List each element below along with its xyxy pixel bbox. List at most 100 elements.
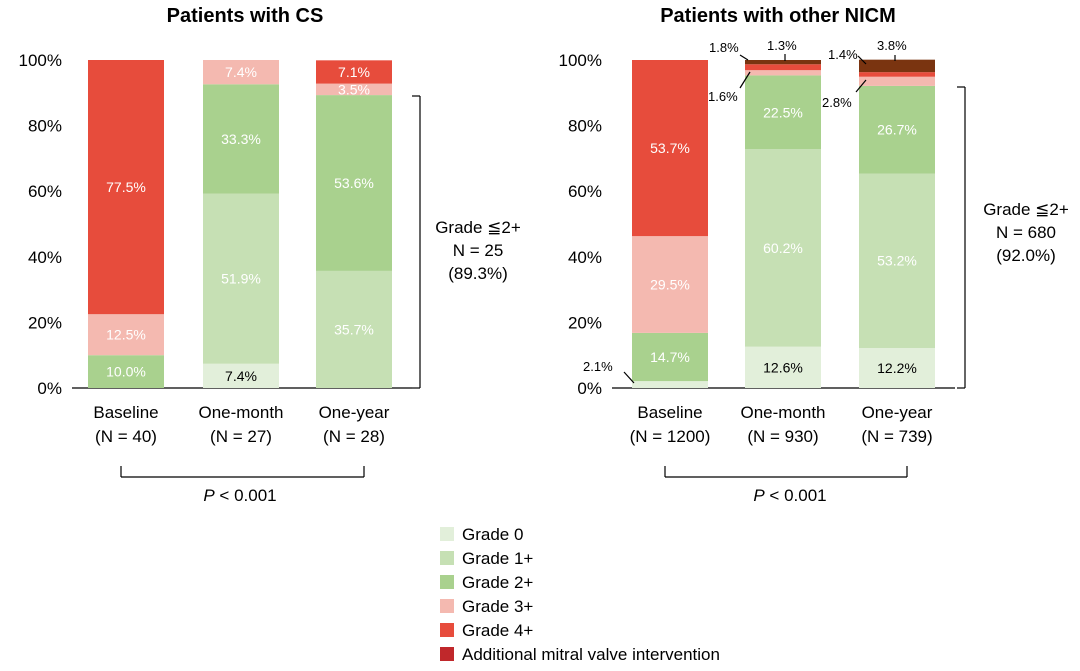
- callout-leader-oneyear-grade4: [857, 55, 867, 65]
- panel-cs-bar-0-grade-3-: [88, 314, 164, 356]
- callout-onemonth-additional: 1.3%: [767, 38, 797, 53]
- panel-cs-category-label: One-month: [198, 403, 283, 422]
- panel-nicm-category-label: One-month: [740, 403, 825, 422]
- panel-nicm-bar-1-grade-1-: [745, 149, 821, 347]
- panel-cs-category-n: (N = 28): [323, 427, 385, 446]
- legend-label-grade2: Grade 2+: [462, 573, 533, 592]
- panel-cs-category-label: Baseline: [93, 403, 158, 422]
- panel-cs-data-label: 7.4%: [225, 368, 257, 384]
- panel-cs-title: Patients with CS: [167, 5, 324, 27]
- panel-nicm-bar-1-grade-3-: [745, 70, 821, 76]
- panel-cs-pvalue-p: P: [203, 486, 215, 505]
- panel-nicm-category-n: (N = 739): [861, 427, 932, 446]
- panel-cs-data-label: 51.9%: [221, 271, 261, 287]
- panel-nicm-data-label: 53.7%: [650, 140, 690, 156]
- panel-nicm-category-label: Baseline: [637, 403, 702, 422]
- chart-marks: 0% 20% 40% 60% 80% 100% 10.0% 12.5% 77.5% Baselin…: [19, 51, 966, 478]
- panel-cs-bracket-line1: Grade ≦2+: [435, 218, 521, 237]
- panel-nicm-bar-0-grade-3-: [632, 236, 708, 333]
- panel-cs-bracket-line2: N = 25: [453, 241, 504, 260]
- panel-nicm-bracket-line3: (92.0%): [996, 246, 1056, 265]
- legend-swatch-grade1: [440, 551, 454, 565]
- panel-cs-bar-2-grade-4-: [316, 60, 392, 84]
- panel-nicm-bracket-text: Grade ≦2+ N = 680 (92.0%): [983, 200, 1069, 265]
- callout-leader-onemonth-grade4: [739, 54, 749, 61]
- panel-nicm-category-label: One-year: [862, 403, 933, 422]
- callout-onemonth-grade4: 1.8%: [709, 40, 739, 55]
- panel-cs-data-label: 12.5%: [106, 327, 146, 343]
- panel-cs-data-label: 7.1%: [338, 64, 370, 80]
- panel-nicm-bracket-line2: N = 680: [996, 223, 1056, 242]
- callout-leader-baseline: [623, 371, 635, 384]
- panel-nicm-data-label: 12.6%: [763, 359, 803, 375]
- panel-cs-bar-2-grade-2-: [316, 95, 392, 271]
- panel-cs-ytick: 40%: [28, 248, 62, 267]
- panel-nicm-data-label: 29.5%: [650, 277, 690, 293]
- panel-nicm-bar-0-grade-2-: [632, 332, 708, 382]
- panel-nicm-data-label: 60.2%: [763, 240, 803, 256]
- panel-cs-ytick: 80%: [28, 117, 62, 136]
- panel-cs-data-label: 33.3%: [221, 131, 261, 147]
- panel-cs-ytick: 20%: [28, 313, 62, 332]
- panel-cs-bracket-line3: (89.3%): [448, 264, 508, 283]
- panel-nicm-bracket-line1: Grade ≦2+: [983, 200, 1069, 219]
- panel-cs-pvalue-rest: < 0.001: [215, 486, 277, 505]
- panel-nicm-bar-2-grade-0: [859, 347, 935, 388]
- panel-nicm-pvalue: P < 0.001: [753, 486, 826, 505]
- callout-oneyear-grade4: 1.4%: [828, 47, 858, 62]
- panel-cs-category-label: One-year: [319, 403, 390, 422]
- legend-label-grade4: Grade 4+: [462, 621, 533, 640]
- legend-label-additional: Additional mitral valve intervention: [462, 645, 720, 664]
- panel-nicm-data-label: 53.2%: [877, 253, 917, 269]
- panel-nicm-bar-2-additional-mitral-valve-intervention: [859, 59, 935, 73]
- panel-nicm-callouts: 2.1% 1.8% 1.3% 1.6% 1.4% 3.8% 2.8%: [583, 38, 907, 374]
- panel-cs-bracket-text: Grade ≦2+ N = 25 (89.3%): [435, 218, 521, 283]
- panel-nicm-bar-2-grade-4-: [859, 72, 935, 77]
- panel-cs-bar-1-grade-0: [203, 363, 279, 388]
- callout-oneyear-grade3: 2.8%: [822, 95, 852, 110]
- panel-nicm-bar-1-grade-0: [745, 346, 821, 388]
- panel-nicm-bar-0-grade-0: [632, 381, 708, 388]
- panel-nicm-ytick: 0%: [577, 379, 602, 398]
- panel-cs-data-label: 53.6%: [334, 175, 374, 191]
- panel-cs-bar-2-grade-1-: [316, 270, 392, 388]
- panel-cs-data-label: 77.5%: [106, 179, 146, 195]
- legend-swatch-grade2: [440, 575, 454, 589]
- panel-cs-category-n: (N = 27): [210, 427, 272, 446]
- panel-nicm-data-label: 14.7%: [650, 349, 690, 365]
- legend-label-grade0: Grade 0: [462, 525, 523, 544]
- panel-nicm-bar-1-grade-4-: [745, 64, 821, 71]
- panel-nicm-ytick: 80%: [568, 117, 602, 136]
- panel-nicm-bar-1-additional-mitral-valve-intervention: [745, 60, 821, 65]
- panel-cs-ytick: 60%: [28, 182, 62, 201]
- panel-cs-ytick: 100%: [19, 51, 62, 70]
- panel-nicm-ytick: 100%: [559, 51, 602, 70]
- callout-oneyear-additional: 3.8%: [877, 38, 907, 53]
- panel-nicm-data-label: 22.5%: [763, 104, 803, 120]
- panel-nicm-data-label: 12.2%: [877, 360, 917, 376]
- panel-cs-pvalue: P < 0.001: [203, 486, 276, 505]
- panel-nicm-title: Patients with other NICM: [660, 5, 896, 27]
- panel-cs-bar-2-grade-3-: [316, 83, 392, 96]
- callout-baseline-grade0: 2.1%: [583, 359, 613, 374]
- panel-nicm-bar-1-grade-2-: [745, 75, 821, 150]
- panel-cs-data-label: 35.7%: [334, 321, 374, 337]
- callout-leader-oneyear-grade3: [855, 79, 867, 93]
- panel-nicm-bar-2-grade-2-: [859, 85, 935, 174]
- panel-nicm-pvalue-rest: < 0.001: [765, 486, 827, 505]
- panel-nicm-ytick: 60%: [568, 182, 602, 201]
- legend: Grade 0 Grade 1+ Grade 2+ Grade 3+ Grade…: [440, 525, 720, 664]
- legend-label-grade1: Grade 1+: [462, 549, 533, 568]
- panel-nicm-ytick: 40%: [568, 248, 602, 267]
- legend-swatch-grade4: [440, 623, 454, 637]
- panel-cs-bar-1-grade-3-: [203, 60, 279, 85]
- panel-cs-bar-1-grade-2-: [203, 84, 279, 194]
- legend-label-grade3: Grade 3+: [462, 597, 533, 616]
- panel-nicm-data-label: 26.7%: [877, 122, 917, 138]
- panel-cs-bar-0-grade-4-: [88, 60, 164, 315]
- panel-cs-data-label: 3.5%: [338, 81, 370, 97]
- panel-nicm-category-n: (N = 930): [747, 427, 818, 446]
- panel-nicm-ytick: 20%: [568, 313, 602, 332]
- panel-nicm-bar-2-grade-1-: [859, 173, 935, 348]
